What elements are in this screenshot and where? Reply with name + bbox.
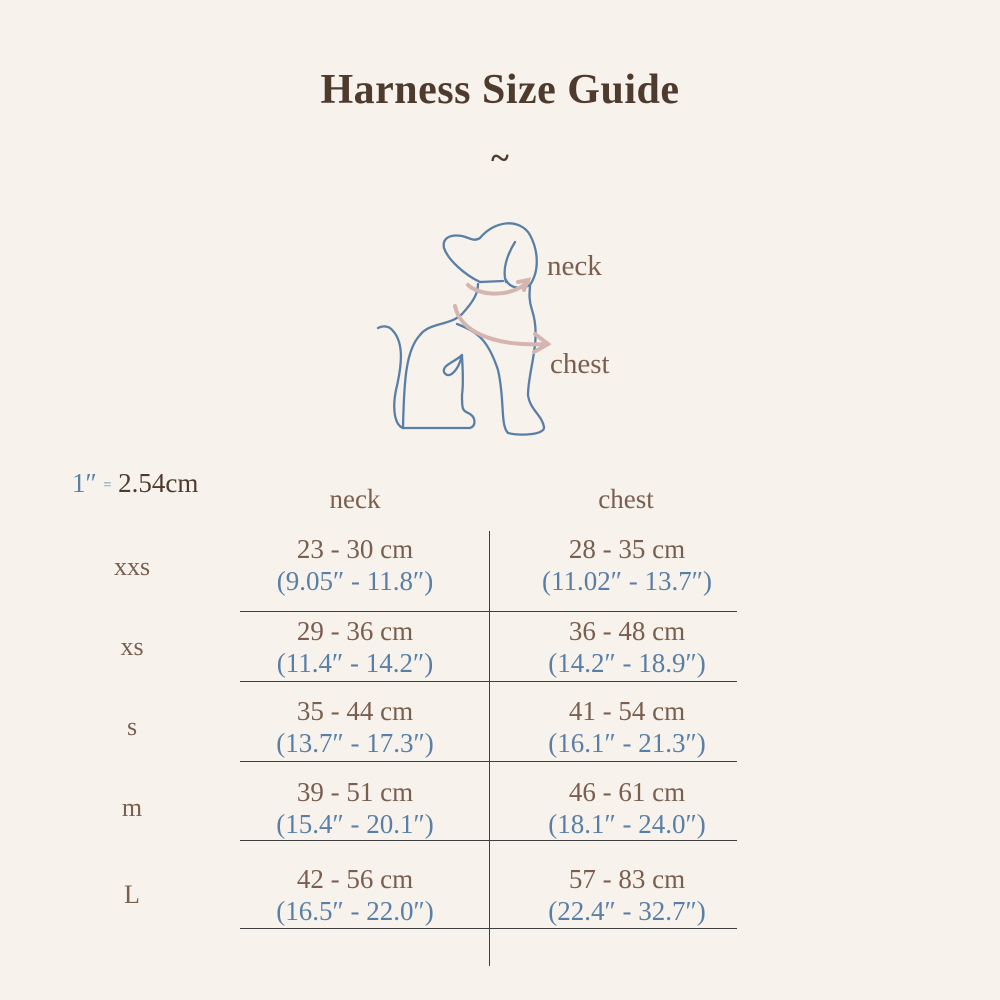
chest-cell: 36 - 48 cm (14.2″ - 18.9″) [502,615,752,679]
chest-cell: 46 - 61 cm (18.1″ - 24.0″) [502,776,752,840]
conversion-inch: 1″ [72,468,97,498]
row-divider [240,761,737,762]
size-label: s [126,712,138,741]
chest-cell: 41 - 54 cm (16.1″ - 21.3″) [502,695,752,759]
arrows [453,277,552,354]
dog-outline-icon [376,222,546,436]
row-divider [240,681,737,682]
chest-cm: 36 - 48 cm [568,616,686,646]
chest-arrowhead-icon [532,332,552,354]
neck-inches: (13.7″ - 17.3″) [276,728,434,758]
neck-inches: (15.4″ - 20.1″) [276,809,434,839]
neck-cell: 42 - 56 cm (16.5″ - 22.0″) [230,863,480,927]
row-divider [240,928,737,929]
conversion-cm: 2.54cm [118,468,199,498]
neck-cell: 29 - 36 cm (11.4″ - 14.2″) [230,615,480,679]
chest-arrow-icon [453,304,550,347]
chest-cm: 57 - 83 cm [568,864,686,894]
title-separator: ~ [491,140,509,177]
row-divider [240,840,737,841]
chest-cm: 46 - 61 cm [568,777,686,807]
neck-inches: (16.5″ - 22.0″) [276,896,434,926]
neck-cell: 35 - 44 cm (13.7″ - 17.3″) [230,695,480,759]
size-label: xs [120,632,144,661]
neck-cm: 39 - 51 cm [296,777,414,807]
chest-inches: (11.02″ - 13.7″) [542,566,712,596]
column-divider [489,531,490,966]
neck-inches: (9.05″ - 11.8″) [276,566,434,596]
chest-inches: (22.4″ - 32.7″) [548,896,706,926]
neck-cm: 23 - 30 cm [296,534,414,564]
chest-cm: 28 - 35 cm [568,534,686,564]
diagram-neck-label: neck [547,250,602,282]
chest-inches: (16.1″ - 21.3″) [548,728,706,758]
chest-inches: (18.1″ - 24.0″) [548,809,706,839]
column-header-chest: chest [598,484,654,514]
row-divider [240,611,737,612]
neck-inches: (11.4″ - 14.2″) [276,648,434,678]
neck-cm: 42 - 56 cm [296,864,414,894]
column-header-neck: neck [329,484,381,514]
size-label: m [121,793,143,822]
chest-inches: (14.2″ - 18.9″) [548,648,706,678]
conversion-note: 1″ = 2.54cm [72,468,198,499]
chest-cell: 57 - 83 cm (22.4″ - 32.7″) [502,863,752,927]
page-title: Harness Size Guide [320,67,680,113]
neck-arrow-icon [466,280,530,296]
size-label: L [124,880,140,909]
dog-measurement-diagram [376,222,552,436]
size-label: xxs [113,552,151,581]
neck-cell: 39 - 51 cm (15.4″ - 20.1″) [230,776,480,840]
neck-arrowhead-icon [516,277,532,292]
neck-cell: 23 - 30 cm (9.05″ - 11.8″) [230,533,480,597]
chest-cell: 28 - 35 cm (11.02″ - 13.7″) [502,533,752,597]
chest-cm: 41 - 54 cm [568,696,686,726]
neck-cm: 29 - 36 cm [296,616,414,646]
conversion-equals: = [103,477,112,493]
diagram-chest-label: chest [550,348,610,380]
neck-cm: 35 - 44 cm [296,696,414,726]
